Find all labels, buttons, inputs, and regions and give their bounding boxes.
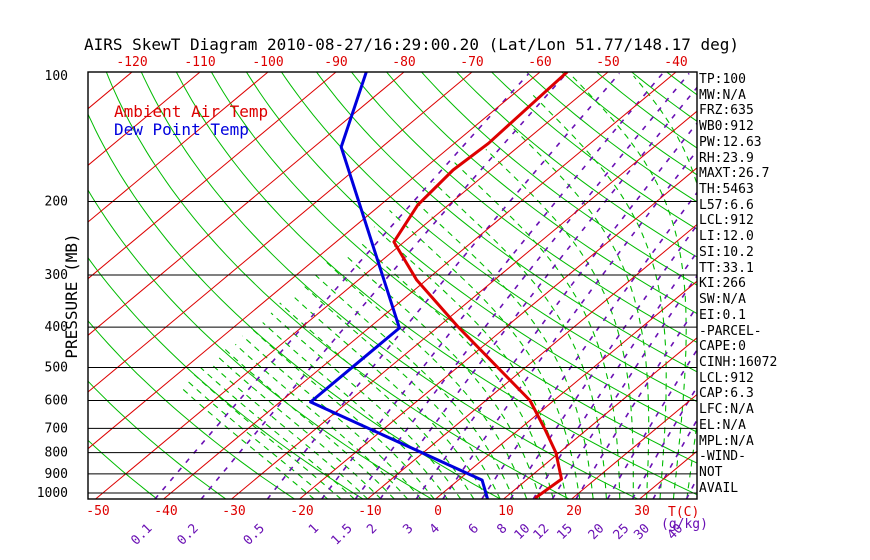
top-temp-tick: -50: [596, 55, 619, 70]
readout-line: LI:12.0: [699, 229, 754, 245]
mixing-ratio-tick: 2: [364, 521, 380, 537]
pressure-tick: 300: [45, 268, 68, 283]
plot-area: [88, 72, 697, 499]
pressure-tick: 1000: [37, 486, 68, 501]
pressure-tick: 400: [45, 320, 68, 335]
readout-line: FRZ:635: [699, 103, 754, 119]
dry-adiabat-lines: [88, 72, 697, 499]
mixing-ratio-tick: 4: [427, 521, 443, 537]
pressure-tick: 600: [45, 393, 68, 408]
mixing-ratio-tick: 25: [611, 521, 633, 543]
top-temp-tick: -70: [460, 55, 483, 70]
mixing-ratio-tick: 15: [554, 521, 576, 543]
mixing-ratio-tick: 30: [631, 521, 653, 543]
mixing-ratio-tick: 3: [400, 521, 416, 537]
top-temp-tick: -60: [528, 55, 551, 70]
readout-line: CAP:6.3: [699, 386, 754, 402]
readout-line: EI:0.1: [699, 307, 746, 323]
readout-line: SW:N/A: [699, 292, 746, 308]
top-temp-tick: -100: [252, 55, 283, 70]
top-temp-tick: -110: [184, 55, 215, 70]
legend-ambient-air-temp: Ambient Air Temp: [114, 102, 269, 121]
readout-line: L57:6.6: [699, 197, 754, 213]
page-title: AIRS SkewT Diagram 2010-08-27/16:29:00.2…: [84, 35, 740, 54]
bottom-temp-tick: 10: [498, 504, 514, 519]
mixing-ratio-tick: 20: [586, 521, 608, 543]
pressure-tick: 500: [45, 360, 68, 375]
readout-line: WB0:912: [699, 119, 754, 135]
mixing-ratio-tick: 8: [494, 521, 510, 537]
readout-line: CINH:16072: [699, 354, 778, 370]
readout-line: KI:266: [699, 276, 746, 292]
readout-line: TP:100: [699, 72, 746, 87]
top-temp-tick: -120: [116, 55, 147, 70]
mixing-ratio-tick: 0.5: [241, 521, 268, 548]
mixing-ratio-tick: 0.1: [128, 521, 155, 548]
isobar-lines: [88, 201, 697, 494]
mixing-ratio-tick: 1.5: [329, 521, 356, 548]
readout-line: AVAIL: [699, 480, 739, 496]
readout-line: MW:N/A: [699, 87, 746, 103]
readout-line: -WIND-: [699, 449, 746, 465]
pressure-tick: 700: [45, 421, 68, 436]
pressure-tick: 900: [45, 467, 68, 482]
bottom-temp-tick: -30: [222, 504, 245, 519]
mixing-ratio-tick: 12: [531, 521, 553, 543]
readout-line: CAPE:0: [699, 339, 746, 355]
readout-line: MAXT:26.7: [699, 166, 770, 182]
mixing-ratio-tick: 6: [466, 521, 482, 537]
readout-line: LCL:912: [699, 370, 754, 386]
top-temp-tick: -90: [324, 55, 347, 70]
readout-line: EL:N/A: [699, 417, 746, 433]
bottom-temp-tick: 30: [634, 504, 650, 519]
readout-line: -PARCEL-: [699, 323, 762, 339]
bottom-temp-tick: 20: [566, 504, 582, 519]
temp-unit-label: T(C): [668, 505, 700, 520]
isotherm-lines: [88, 72, 697, 499]
readout-line: TH:5463: [699, 182, 754, 198]
plot-frame: [87, 71, 698, 500]
bottom-temp-tick: -50: [86, 504, 109, 519]
bottom-temp-tick: -20: [290, 504, 313, 519]
readout-line: LFC:N/A: [699, 402, 754, 418]
moist-adiabat-lines: [181, 75, 697, 499]
pressure-tick: 100: [45, 69, 68, 84]
bottom-temp-tick: -40: [154, 504, 177, 519]
bottom-temp-tick: 0: [434, 504, 442, 519]
pressure-axis-label: PRESSURE (MB): [62, 233, 81, 359]
ambient-air-temp-profile: [392, 72, 569, 499]
readout-line: MPL:N/A: [699, 433, 754, 449]
readout-line: LCL:912: [699, 213, 754, 229]
readout-line: RH:23.9: [699, 150, 754, 166]
readout-line: SI:10.2: [699, 244, 754, 260]
mixing-ratio-tick: 0.2: [175, 521, 202, 548]
mixing-unit-label: (g/kg): [661, 517, 708, 532]
legend-dew-point-temp: Dew Point Temp: [114, 120, 249, 139]
pressure-tick: 800: [45, 446, 68, 461]
top-temp-tick: -40: [664, 55, 687, 70]
dew-point-temp-profile: [309, 72, 489, 499]
readout-line: NOT: [699, 464, 723, 480]
readout-line: PW:12.63: [699, 134, 762, 150]
bottom-temp-tick: -10: [358, 504, 381, 519]
mixing-ratio-tick: 1: [306, 521, 322, 537]
readout-line: TT:33.1: [699, 260, 754, 276]
pressure-tick: 200: [45, 195, 68, 210]
top-temp-tick: -80: [392, 55, 415, 70]
sounding-readout-column: TP:100 MW:N/A FRZ:635 WB0:912 PW:12.63 RH:23.…: [699, 72, 869, 496]
